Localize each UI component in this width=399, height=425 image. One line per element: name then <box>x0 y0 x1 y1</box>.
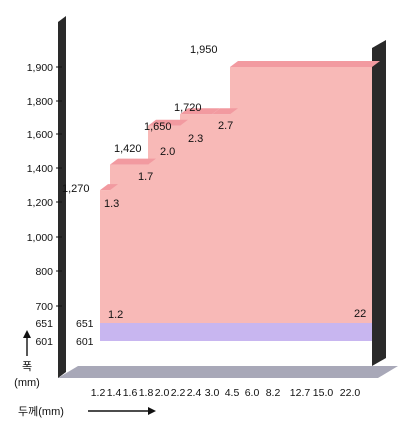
area-top-edge <box>212 108 238 115</box>
y-tick-label: 1,200 <box>27 197 53 209</box>
y-tick-label: 800 <box>35 266 53 278</box>
x-tick-label: 22.0 <box>340 387 361 399</box>
svg-text:(mm): (mm) <box>14 377 40 389</box>
thickness-label: 1.3 <box>104 198 119 210</box>
x-tick-label: 15.0 <box>313 387 334 399</box>
chart-right-wall <box>372 40 386 366</box>
x-axis-title: 두께(mm) <box>18 405 156 418</box>
x-tick-label: 4.5 <box>225 387 240 399</box>
x-tick-label: 2.0 <box>155 387 170 399</box>
x-tick-label: 1.2 <box>91 387 106 399</box>
y-tick-label: 1,800 <box>27 96 53 108</box>
band-max-label: 651 <box>76 318 94 330</box>
x-tick-label: 3.0 <box>205 387 220 399</box>
y-tick-label: 1,400 <box>27 163 53 175</box>
width-area <box>100 67 372 323</box>
x-axis: 1.2 1.4 1.6 1.8 2.0 2.2 2.4 3.0 4.5 6.0 8.2 12.7 15.… <box>91 387 361 399</box>
y-axis: 601 651 700 800 1,000 1,200 1,400 1,600 1,800 1,9… <box>27 62 62 348</box>
y-tick-label: 651 <box>35 318 53 330</box>
y-tick-label: 1,900 <box>27 62 53 74</box>
width-label: 1,650 <box>144 121 172 133</box>
area-top-edge <box>230 61 380 67</box>
y-tick-label: 700 <box>35 301 53 313</box>
x-tick-label: 1.6 <box>123 387 138 399</box>
thickness-label: 1.2 <box>108 309 123 321</box>
svg-text:폭: 폭 <box>22 360 32 373</box>
band-601-651 <box>100 323 372 341</box>
width-label: 1,950 <box>190 44 218 56</box>
x-tick-label: 12.7 <box>290 387 311 399</box>
area-top-edge <box>110 158 156 165</box>
x-tick-label: 8.2 <box>266 387 281 399</box>
svg-text:두께(mm): 두께(mm) <box>18 405 64 418</box>
width-label: 1,720 <box>174 102 202 114</box>
thickness-label: 22 <box>354 308 366 320</box>
width-label: 1,270 <box>62 183 90 195</box>
thickness-label: 2.7 <box>218 120 233 132</box>
thickness-label: 2.3 <box>188 133 203 145</box>
x-tick-label: 1.8 <box>139 387 154 399</box>
y-axis-title: 폭 (mm) <box>14 330 40 389</box>
thickness-label: 1.7 <box>138 171 153 183</box>
y-tick-label: 1,600 <box>27 129 53 141</box>
x-tick-label: 2.2 <box>171 387 186 399</box>
area-top-edge <box>180 108 220 115</box>
x-tick-label: 1.4 <box>107 387 122 399</box>
thickness-label: 2.0 <box>160 146 175 158</box>
y-tick-label: 1,000 <box>27 232 53 244</box>
y-tick-label: 601 <box>35 336 53 348</box>
band-min-label: 601 <box>76 336 94 348</box>
area-top-edge <box>100 184 118 191</box>
x-tick-label: 2.4 <box>187 387 202 399</box>
area-top-edges <box>100 61 380 191</box>
area-top-edge <box>148 119 188 126</box>
chart-left-wall <box>58 16 66 378</box>
chart-floor <box>58 366 398 378</box>
width-label: 1,420 <box>114 143 142 155</box>
x-tick-label: 6.0 <box>245 387 260 399</box>
